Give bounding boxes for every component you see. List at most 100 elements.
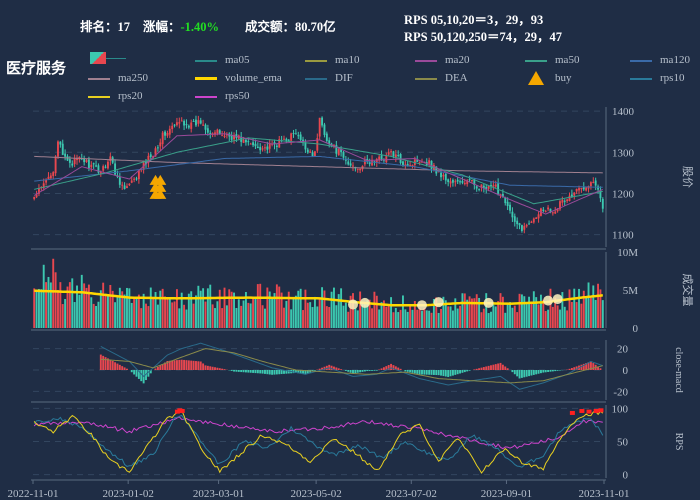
volume-bar bbox=[497, 301, 500, 328]
candle-body bbox=[223, 135, 226, 137]
volume-bar bbox=[501, 296, 504, 328]
candle-body bbox=[92, 163, 95, 165]
volume-bar bbox=[121, 291, 124, 328]
volume-bar bbox=[266, 287, 269, 328]
macd-histogram-bar bbox=[126, 368, 128, 370]
volume-bar bbox=[233, 292, 235, 328]
volume-bar bbox=[145, 303, 147, 328]
candle-body bbox=[309, 151, 312, 153]
change-label-text: 涨幅： bbox=[143, 20, 181, 34]
macd-histogram-bar bbox=[587, 362, 590, 370]
macd-histogram-bar bbox=[520, 370, 523, 378]
candle-body bbox=[178, 122, 181, 124]
macd-histogram-bar bbox=[599, 368, 602, 370]
volume-bar bbox=[468, 296, 471, 328]
volume-bar bbox=[211, 304, 214, 328]
candle-body bbox=[380, 155, 383, 161]
volume-bar bbox=[168, 298, 171, 328]
buy-signal-marker bbox=[154, 174, 167, 185]
macd-histogram-bar bbox=[425, 370, 428, 375]
candle-body bbox=[283, 138, 285, 140]
candle-body bbox=[273, 142, 276, 145]
volume-bar bbox=[513, 305, 516, 328]
candle-body bbox=[126, 186, 128, 189]
volume-bar bbox=[549, 288, 552, 328]
macd-histogram-bar bbox=[183, 359, 186, 370]
volume-bar bbox=[130, 302, 133, 328]
macd-tick-label: 0 bbox=[623, 365, 629, 377]
rps-high-marker bbox=[598, 408, 604, 413]
candle-body bbox=[149, 154, 152, 157]
volume-bar bbox=[114, 302, 117, 328]
volume-bar bbox=[421, 310, 423, 328]
rps-high-marker bbox=[586, 409, 592, 414]
candle-body bbox=[544, 210, 547, 212]
rps-line-rps20 bbox=[33, 409, 604, 474]
macd-histogram-bar bbox=[451, 370, 454, 376]
macd-histogram-bar bbox=[214, 367, 216, 370]
volume-bar bbox=[411, 309, 414, 328]
volume-bar bbox=[33, 288, 36, 328]
candle-body bbox=[551, 212, 554, 214]
candle-body bbox=[128, 183, 131, 186]
candle-body bbox=[47, 176, 50, 180]
macd-histogram-bar bbox=[178, 359, 181, 370]
volume-highlight-dot bbox=[416, 300, 427, 311]
macd-histogram-bar bbox=[306, 370, 309, 374]
volume-bar bbox=[118, 287, 121, 328]
ma-line-ma120 bbox=[34, 155, 603, 188]
candle-body bbox=[68, 159, 71, 163]
macd-histogram-bar bbox=[340, 369, 343, 370]
volume-bar bbox=[221, 308, 224, 328]
candle-body bbox=[114, 163, 117, 175]
volume-bar bbox=[473, 298, 476, 328]
candle-body bbox=[473, 179, 476, 186]
candle-body bbox=[440, 172, 442, 178]
candle-body bbox=[42, 183, 45, 189]
macd-histogram-bar bbox=[361, 370, 364, 372]
volume-bar bbox=[542, 299, 545, 328]
candle-body bbox=[137, 170, 140, 180]
macd-histogram-bar bbox=[321, 367, 324, 370]
macd-histogram-bar bbox=[195, 361, 197, 370]
macd-histogram-bar bbox=[111, 361, 114, 370]
macd-histogram-bar bbox=[487, 365, 490, 370]
volume-bar bbox=[321, 287, 324, 328]
macd-histogram-bar bbox=[118, 364, 121, 370]
candle-body bbox=[352, 165, 354, 167]
price-tick-label: 1300 bbox=[612, 147, 635, 159]
candle-body bbox=[585, 187, 588, 191]
volume-bar bbox=[359, 291, 362, 328]
legend-candle-line bbox=[106, 58, 126, 59]
legend-label: rps10 bbox=[660, 72, 685, 84]
candle-body bbox=[451, 179, 454, 183]
volume-bar bbox=[442, 296, 445, 328]
candle-body bbox=[168, 128, 171, 135]
macd-histogram-bar bbox=[154, 368, 157, 370]
candle-body bbox=[97, 165, 100, 173]
volume-bar bbox=[111, 290, 114, 328]
candle-body bbox=[256, 146, 259, 149]
candle-body bbox=[87, 159, 90, 169]
candle-body bbox=[378, 156, 381, 160]
macd-histogram-bar bbox=[523, 370, 526, 378]
candle-body bbox=[497, 183, 500, 194]
candle-body bbox=[437, 171, 440, 173]
candle-body bbox=[76, 157, 78, 161]
candle-body bbox=[492, 185, 495, 187]
volume-bar bbox=[290, 309, 293, 328]
turnover-value: 80.70亿 bbox=[295, 20, 336, 34]
candle-body bbox=[64, 153, 67, 157]
macd-histogram-bar bbox=[149, 370, 152, 374]
candle-body bbox=[325, 133, 328, 141]
volume-bar bbox=[304, 289, 307, 328]
volume-bar bbox=[95, 305, 97, 328]
volume-bar bbox=[149, 287, 152, 328]
macd-histogram-bar bbox=[168, 360, 171, 370]
dea-line bbox=[100, 348, 603, 384]
volume-bar bbox=[354, 307, 357, 328]
macd-histogram-bar bbox=[247, 370, 250, 373]
macd-histogram-bar bbox=[570, 368, 573, 370]
candle-body bbox=[392, 151, 395, 157]
volume-bar bbox=[166, 297, 169, 328]
